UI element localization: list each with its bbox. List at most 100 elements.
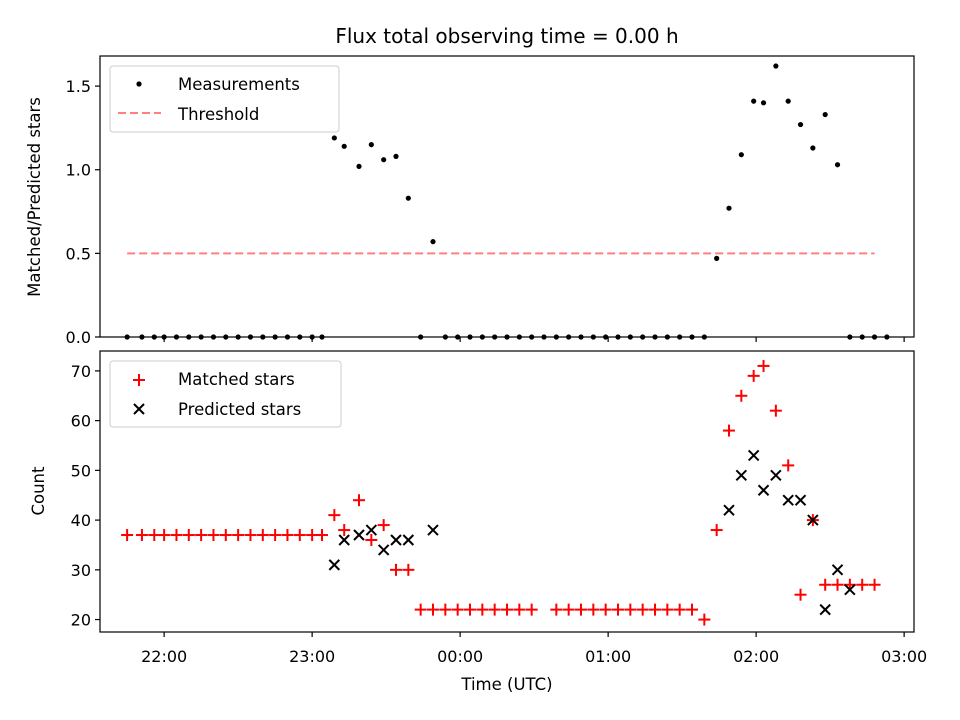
measurement-point [714,255,720,261]
matched-star-point [794,588,807,601]
matched-star-point [686,603,698,616]
matched-star-point [757,359,770,372]
measurement-point [331,135,337,141]
bottom-panel: 20 30 40 50 60 70 22:00 23:00 00:00 01:00 02:00 03… [29,350,927,694]
matched-star-point [476,603,489,616]
matched-star-point [612,603,624,616]
matched-star-point [856,578,869,591]
top-y-ticks: 0.0 0.5 1.0 1.5 [66,77,100,347]
matched-star-point [121,529,134,542]
predicted-star-point [735,469,748,482]
matched-star-point [256,529,269,542]
legend-plus-marker [133,374,145,386]
measurement-point [751,98,757,104]
measurement-point [810,145,816,151]
predicted-star-point [794,494,807,506]
x-tick-label: 03:00 [881,647,927,666]
chart-title: Flux total observing time = 0.00 h [335,24,678,48]
matched-star-point [513,603,526,616]
matched-star-point [439,603,452,616]
matched-star-point [464,603,476,616]
matched-star-point [427,603,439,616]
matched-star-point [135,529,148,542]
matched-star-point [698,613,711,626]
predicted-star-point [353,529,365,541]
x-tick-label: 00:00 [437,647,483,666]
measurement-point [726,205,732,211]
matched-star-point [575,603,587,616]
y-tick-label: 1.0 [66,161,91,180]
measurement-point [785,98,791,104]
top-legend: Measurements Threshold [109,65,340,133]
predicted-star-point [747,449,760,462]
measurement-point [834,162,841,168]
y-tick-label: 50 [71,461,91,480]
bottom-legend: Matched stars Predicted stars [109,360,342,428]
top-x-ticks [163,337,905,342]
matched-star-point [158,529,171,542]
matched-star-point [390,563,402,576]
bottom-y-axis-label: Count [29,466,48,516]
matched-star-point [365,533,378,546]
measurement-point [341,143,347,149]
predicted-star-point [757,484,770,496]
top-panel: Flux total observing time = 0.00 h 0.00.… [25,24,915,347]
matched-star-point [195,529,208,542]
matched-star-point [673,603,686,616]
y-tick-label: 70 [71,362,91,381]
legend-label-matched: Matched stars [178,370,295,389]
matched-star-point [293,529,306,542]
predicted-star-point [723,504,735,516]
matched-star-point [328,509,341,522]
x-tick-label: 22:00 [141,647,187,666]
matched-star-point [414,603,427,616]
legend-label-predicted: Predicted stars [178,400,301,419]
matched-star-point [402,563,415,576]
matched-star-point [747,369,760,382]
matched-star-point [244,529,257,542]
measurement-point [381,157,387,163]
matched-star-point [661,603,674,616]
matched-star-point [488,603,501,616]
y-tick-label: 30 [71,561,91,580]
matched-star-point [562,603,575,616]
bottom-x-ticks: 22:00 23:00 00:00 01:00 02:00 03:00 [141,632,927,666]
legend-x-marker [133,403,145,415]
matched-star-point [525,603,538,616]
matched-star-point [170,529,183,542]
bottom-y-ticks: 20 30 40 50 60 70 [71,362,100,630]
matched-star-point [624,603,637,616]
measurement-point [797,121,804,128]
predicted-star-point [377,544,390,556]
legend-label-threshold: Threshold [177,105,259,124]
matched-star-point [636,603,649,616]
measurement-point [773,63,779,69]
matched-star-point [819,578,832,591]
bottom-legend-box [109,360,342,428]
predicted-star-point [390,534,402,546]
matched-star-point [219,529,232,542]
legend-dot-marker [136,81,142,87]
predicted-star-point [844,584,856,596]
matched-star-point [769,404,782,417]
matched-star-point [377,519,390,532]
y-tick-label: 0.5 [66,244,91,263]
matched-star-point [599,603,612,616]
matched-star-point [281,529,294,542]
matched-star-point [182,529,195,542]
matched-star-point [649,603,661,616]
predicted-star-point [831,564,844,576]
predicted-star-point [365,524,378,536]
measurement-point [430,239,436,245]
matched-star-point [723,424,735,437]
measurement-point [405,195,411,201]
predicted-star-point [427,524,439,536]
predicted-star-point [770,469,782,482]
x-tick-label: 02:00 [733,647,779,666]
matched-star-point [316,529,328,542]
predicted-star-point [782,494,794,506]
matched-star-point [269,529,282,542]
measurement-point [760,100,767,106]
matched-star-point [353,494,365,507]
